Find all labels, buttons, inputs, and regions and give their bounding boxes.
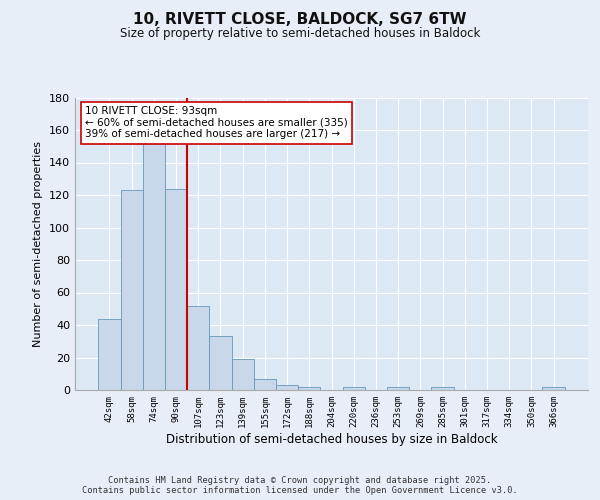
Text: 10, RIVETT CLOSE, BALDOCK, SG7 6TW: 10, RIVETT CLOSE, BALDOCK, SG7 6TW — [133, 12, 467, 28]
Bar — [165, 188, 187, 390]
Bar — [343, 387, 365, 390]
Bar — [254, 378, 276, 390]
Text: Size of property relative to semi-detached houses in Baldock: Size of property relative to semi-detach… — [120, 28, 480, 40]
Bar — [387, 387, 409, 390]
Bar — [542, 387, 565, 390]
Bar — [209, 336, 232, 390]
Bar — [431, 387, 454, 390]
Bar — [187, 306, 209, 390]
Text: 10 RIVETT CLOSE: 93sqm
← 60% of semi-detached houses are smaller (335)
39% of se: 10 RIVETT CLOSE: 93sqm ← 60% of semi-det… — [85, 106, 348, 140]
Bar — [121, 190, 143, 390]
Text: Contains HM Land Registry data © Crown copyright and database right 2025.
Contai: Contains HM Land Registry data © Crown c… — [82, 476, 518, 495]
Bar — [98, 318, 121, 390]
Bar — [143, 143, 165, 390]
Bar — [232, 359, 254, 390]
X-axis label: Distribution of semi-detached houses by size in Baldock: Distribution of semi-detached houses by … — [166, 432, 497, 446]
Y-axis label: Number of semi-detached properties: Number of semi-detached properties — [34, 141, 43, 347]
Bar — [276, 385, 298, 390]
Bar — [298, 387, 320, 390]
